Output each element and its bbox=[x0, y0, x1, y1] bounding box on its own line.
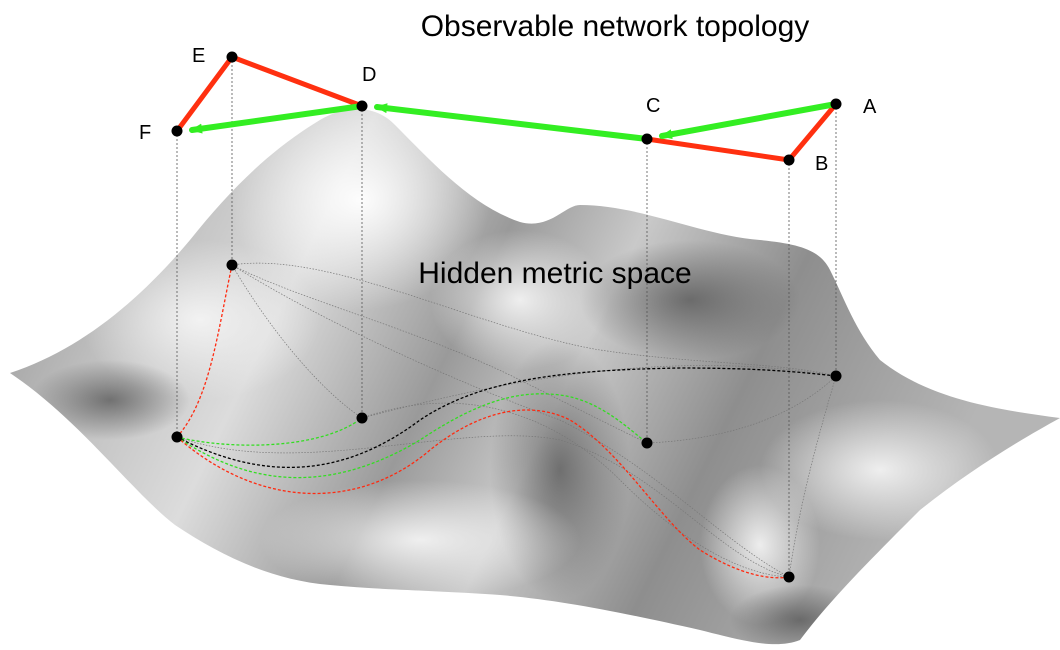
edge-c-d bbox=[374, 103, 650, 142]
edge-d-e bbox=[229, 54, 365, 109]
surface-node-a bbox=[830, 370, 842, 382]
node-label-e: E bbox=[192, 45, 205, 67]
hidden-metric-surface bbox=[10, 108, 1060, 645]
node-a bbox=[830, 98, 842, 110]
highlighted-geodesics bbox=[176, 264, 837, 579]
node-e bbox=[226, 51, 238, 63]
network-green-path bbox=[189, 101, 839, 142]
node-label-f: F bbox=[139, 122, 151, 144]
node-f bbox=[171, 125, 183, 137]
node-c bbox=[641, 133, 653, 145]
edge-b-c bbox=[644, 136, 792, 163]
geodesic-e-b bbox=[231, 264, 790, 578]
geodesic-c-a bbox=[646, 375, 837, 444]
geodesic-e-d bbox=[231, 264, 363, 419]
geodesic-b-a bbox=[788, 375, 837, 578]
faint-geodesics bbox=[176, 262, 837, 578]
surface-node-f bbox=[171, 431, 183, 443]
surface-node-c bbox=[641, 437, 653, 449]
geodesic-d-b bbox=[361, 402, 790, 578]
edge-a-c bbox=[659, 101, 839, 140]
edge-a-b bbox=[786, 101, 839, 163]
surface-nodes bbox=[171, 259, 842, 583]
network-nodes bbox=[171, 51, 842, 166]
edge-d-f bbox=[189, 103, 365, 134]
geodesic-f-c-green bbox=[176, 393, 648, 479]
node-label-d: D bbox=[362, 64, 376, 86]
edge-e-f bbox=[174, 54, 235, 134]
surface-node-e bbox=[226, 259, 238, 271]
node-label-b: B bbox=[815, 153, 828, 175]
surface-node-b bbox=[783, 571, 795, 583]
geodesic-f-b-red bbox=[176, 409, 790, 579]
node-d bbox=[356, 100, 368, 112]
diagram-title: Observable network topology bbox=[421, 10, 810, 43]
surface-label: Hidden metric space bbox=[418, 257, 691, 290]
node-label-c: C bbox=[646, 95, 660, 117]
surface-node-d bbox=[356, 412, 368, 424]
geodesic-f-d-green bbox=[176, 417, 363, 446]
node-b bbox=[783, 154, 795, 166]
projection-lines bbox=[176, 57, 837, 577]
geodesic-e-a bbox=[231, 262, 837, 377]
node-label-a: A bbox=[863, 96, 877, 118]
geodesic-d-a bbox=[361, 365, 837, 419]
network-red-edges bbox=[174, 54, 839, 163]
geodesic-f-a-black bbox=[176, 367, 837, 469]
